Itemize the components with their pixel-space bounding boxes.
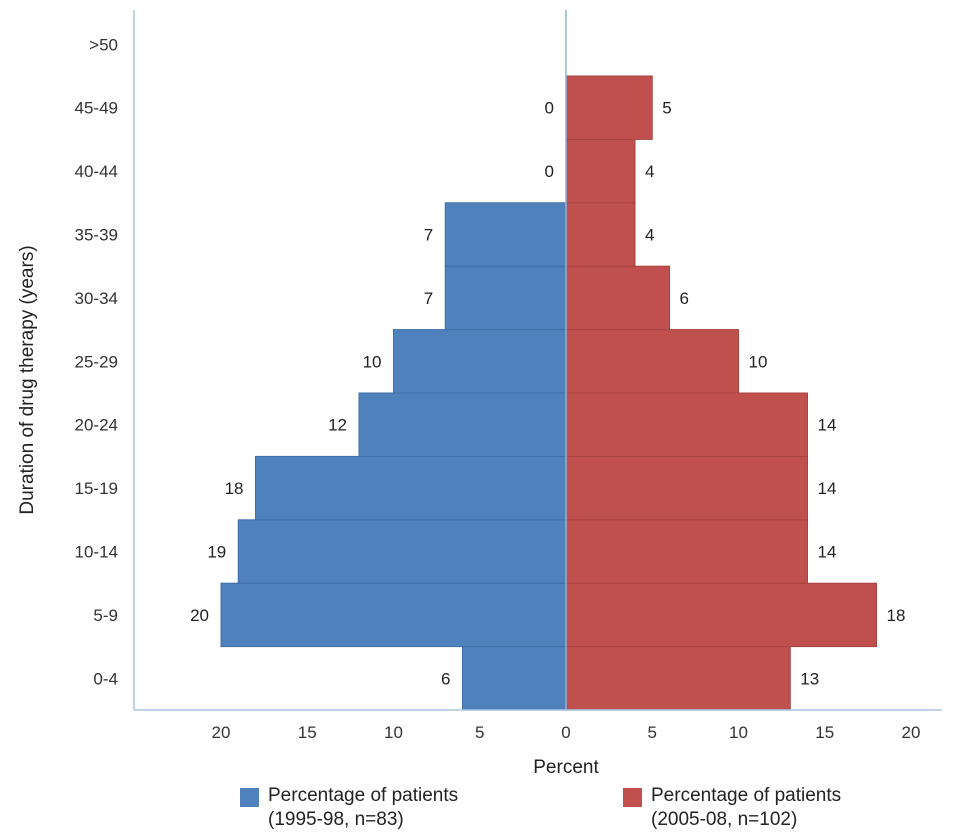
bar-2005-25-29 — [565, 329, 739, 394]
legend-label-2005-line1: Percentage of patients — [651, 785, 842, 806]
axes-group — [133, 10, 942, 711]
y-tick-label-20-24: 20-24 — [75, 416, 118, 435]
label-1995-40-44: 0 — [545, 162, 554, 181]
label-1995-30-34: 7 — [424, 289, 433, 308]
label-1995-0-4: 6 — [441, 669, 450, 688]
label-2005-35-39: 4 — [645, 226, 654, 245]
x-tick-label-5: 5 — [648, 723, 657, 742]
y-tick-label-45-49: 45-49 — [75, 99, 118, 118]
label-2005-30-34: 6 — [680, 289, 689, 308]
y-axis-title: Duration of drug therapy (years) — [17, 245, 38, 514]
label-2005-40-44: 4 — [645, 162, 654, 181]
y-tick-label->50: >50 — [89, 35, 118, 54]
bar-2005-40-44 — [565, 138, 636, 204]
bars-group — [220, 75, 877, 711]
legend-label-1995-line2: (1995-98, n=83) — [268, 809, 404, 830]
x-tick-label-2: 10 — [384, 723, 403, 742]
x-tick-label-6: 10 — [729, 723, 748, 742]
legend-swatch-1995 — [240, 788, 259, 807]
label-2005-5-9: 18 — [887, 606, 906, 625]
bar-2005-20-24 — [565, 392, 808, 457]
y-tick-label-5-9: 5-9 — [93, 606, 118, 625]
label-1995-10-14: 19 — [207, 543, 226, 562]
label-2005-10-14: 14 — [818, 543, 837, 562]
y-tick-label-35-39: 35-39 — [75, 226, 118, 245]
label-2005-20-24: 14 — [818, 416, 837, 435]
bar-2005-30-34 — [565, 265, 670, 331]
label-1995-45-49: 0 — [545, 99, 554, 118]
y-tick-label-15-19: 15-19 — [75, 479, 118, 498]
x-axis-title: Percent — [533, 757, 599, 778]
label-2005-25-29: 10 — [749, 352, 768, 371]
label-1995-35-39: 7 — [424, 226, 433, 245]
bar-1995-25-29 — [393, 329, 567, 394]
bar-2005-45-49 — [565, 75, 653, 140]
x-tick-label-0: 20 — [212, 723, 231, 742]
bar-2005-0-4 — [565, 646, 791, 711]
bar-1995-5-9 — [220, 582, 567, 648]
bar-2005-10-14 — [565, 519, 808, 584]
data-labels-group: 6 20 19 18 12 10 7 7 0 0 13 18 14 14 14 10 6 4 4 5 — [190, 99, 905, 689]
y-tick-label-40-44: 40-44 — [75, 162, 118, 181]
bar-1995-0-4 — [462, 646, 567, 711]
label-1995-20-24: 12 — [328, 416, 347, 435]
label-1995-5-9: 20 — [190, 606, 209, 625]
bar-1995-35-39 — [444, 202, 567, 267]
y-tick-label-30-34: 30-34 — [75, 289, 118, 308]
x-tick-label-8: 20 — [902, 723, 921, 742]
bar-2005-5-9 — [565, 582, 877, 648]
bar-1995-15-19 — [255, 455, 567, 521]
y-tick-label-25-29: 25-29 — [75, 352, 118, 371]
x-tick-label-3: 5 — [475, 723, 484, 742]
label-2005-15-19: 14 — [818, 479, 837, 498]
bar-1995-10-14 — [237, 519, 567, 584]
legend-swatch-2005 — [623, 788, 642, 807]
y-tick-label-10-14: 10-14 — [75, 543, 118, 562]
x-tick-label-4: 0 — [561, 723, 570, 742]
label-2005-45-49: 5 — [662, 99, 671, 118]
legend-label-1995-line1: Percentage of patients — [268, 785, 459, 806]
label-2005-0-4: 13 — [800, 669, 819, 688]
y-tick-label-0-4: 0-4 — [93, 669, 118, 688]
legend-label-2005-line2: (2005-08, n=102) — [651, 809, 798, 830]
x-tick-label-7: 15 — [815, 723, 834, 742]
label-1995-15-19: 18 — [225, 479, 244, 498]
bar-1995-30-34 — [444, 265, 567, 331]
bar-2005-35-39 — [565, 202, 636, 267]
label-1995-25-29: 10 — [363, 352, 382, 371]
bar-2005-15-19 — [565, 455, 808, 521]
bar-1995-20-24 — [358, 392, 567, 457]
x-tick-label-1: 15 — [298, 723, 317, 742]
ticks-group: 0-4 5-9 10-14 15-19 20-24 25-29 30-34 35-39 40-4… — [75, 35, 921, 742]
